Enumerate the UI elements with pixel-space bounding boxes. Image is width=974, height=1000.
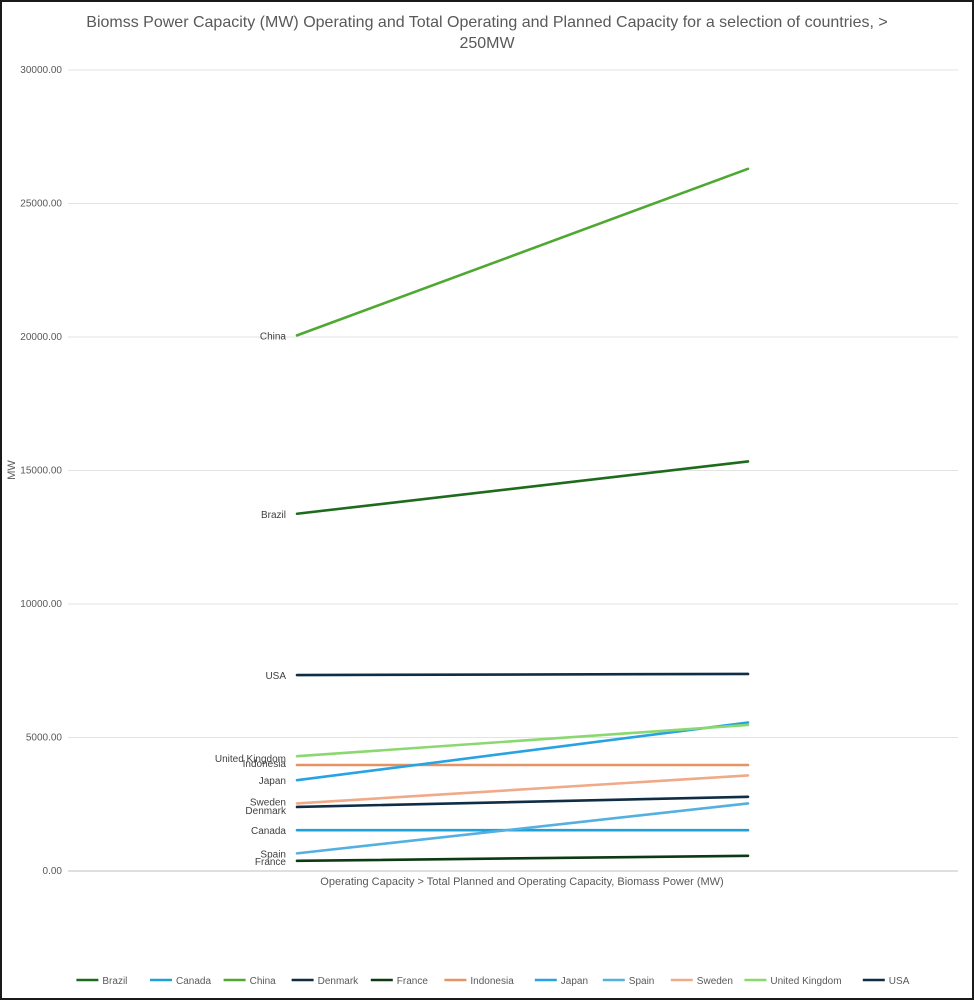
- y-axis-title: MW: [6, 460, 18, 480]
- legend-item-denmark: Denmark: [291, 976, 360, 987]
- legend-item-china: China: [223, 976, 277, 987]
- series-label-sweden: Sweden: [250, 797, 286, 808]
- legend-item-sweden: Sweden: [670, 976, 733, 987]
- legend-label: Denmark: [318, 976, 360, 987]
- legend-label: Japan: [561, 976, 588, 987]
- series-label-france: France: [255, 857, 287, 868]
- series-label-usa: USA: [265, 671, 286, 682]
- series-label-indonesia: Indonesia: [243, 759, 287, 770]
- legend-label: Canada: [176, 976, 211, 987]
- series-line-china: [295, 167, 750, 337]
- legend-label: China: [250, 976, 277, 987]
- y-tick-label: 20000.00: [20, 332, 62, 343]
- series-line-denmark: [295, 795, 750, 809]
- legend-label: Spain: [629, 976, 655, 987]
- y-tick-label: 0.00: [43, 866, 63, 877]
- legend-item-united-kingdom: United Kingdom: [744, 976, 842, 987]
- series-label-denmark: Denmark: [245, 806, 287, 817]
- y-axis-ticks: 0.00 5000.00 10000.00 15000.00 20000.00 25000…: [20, 65, 62, 877]
- series-line-brazil: [295, 460, 750, 516]
- chart-title: Biomss Power Capacity (MW) Operating and…: [86, 14, 888, 52]
- legend-label: Sweden: [697, 976, 733, 987]
- legend-label: France: [397, 976, 429, 987]
- gridlines: [68, 69, 958, 872]
- series-label-spain: Spain: [260, 849, 286, 860]
- y-tick-label: 10000.00: [20, 599, 62, 610]
- y-tick-label: 5000.00: [26, 733, 63, 744]
- legend-label: United Kingdom: [770, 976, 841, 987]
- legend: Brazil Canada China Denmark France Indonesia J…: [76, 976, 910, 987]
- series-label-brazil: Brazil: [261, 510, 286, 521]
- legend-label: Brazil: [102, 976, 127, 987]
- series-label-japan: Japan: [259, 776, 286, 787]
- series-line-usa: [295, 672, 750, 677]
- series-line-france: [295, 854, 750, 863]
- series-label-united-kingdom: United Kingdom: [215, 754, 286, 765]
- series-line-sweden: [295, 774, 750, 805]
- series-label-canada: Canada: [251, 826, 286, 837]
- series-labels: Brazil Canada China Denmark France Indonesia J…: [215, 331, 287, 867]
- legend-item-japan: Japan: [534, 976, 588, 987]
- series-line-japan: [295, 721, 750, 782]
- series-lines: [295, 167, 750, 863]
- legend-label: Indonesia: [470, 976, 514, 987]
- y-tick-label: 15000.00: [20, 466, 62, 477]
- legend-label: USA: [889, 976, 910, 987]
- series-line-spain: [295, 802, 750, 855]
- series-label-china: China: [260, 331, 287, 342]
- legend-item-spain: Spain: [602, 976, 655, 987]
- x-axis-title: Operating Capacity > Total Planned and O…: [320, 876, 723, 888]
- legend-item-france: France: [370, 976, 429, 987]
- series-line-united-kingdom: [295, 723, 750, 758]
- legend-item-canada: Canada: [150, 976, 211, 987]
- y-tick-label: 25000.00: [20, 199, 62, 210]
- legend-item-indonesia: Indonesia: [444, 976, 514, 987]
- legend-item-usa: USA: [862, 976, 910, 987]
- legend-item-brazil: Brazil: [76, 976, 127, 987]
- y-tick-label: 30000.00: [20, 65, 62, 76]
